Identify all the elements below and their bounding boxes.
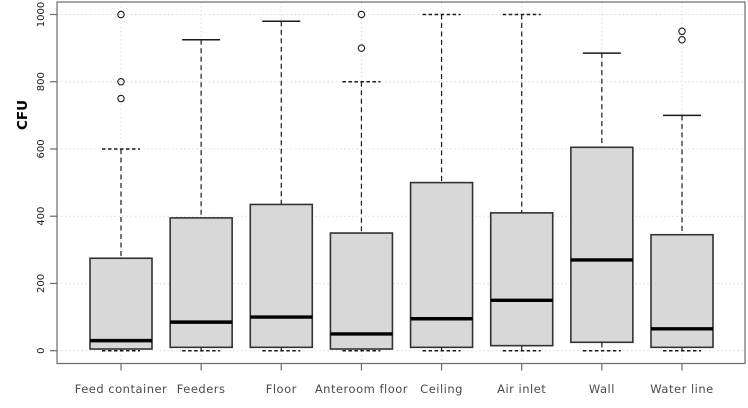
outlier-point (357, 44, 366, 52)
iqr-box (409, 181, 474, 349)
iqr-box (570, 146, 634, 344)
y-tick-label: 600 (36, 139, 47, 158)
y-tick-label: 0 (36, 348, 47, 354)
x-tick-label: Wall (589, 382, 615, 396)
outlier-point (117, 77, 125, 86)
plot-frame (56, 1, 746, 365)
plot-render-layer: 0 200 400 600 800 1000 Feed container Feeders Fl… (36, 1, 746, 396)
iqr-box (249, 203, 314, 349)
x-tick-label: Anteroom floor (315, 382, 408, 396)
outlier-point (357, 10, 366, 19)
iqr-box (489, 212, 554, 347)
iqr-box (169, 217, 233, 349)
y-tick-label: 400 (36, 207, 47, 226)
outlier-point (678, 27, 686, 36)
outlier-point (117, 94, 125, 103)
x-tick-label: Ceiling (420, 382, 463, 396)
y-axis-title: CFU (15, 100, 31, 130)
x-tick-label: Air inlet (497, 382, 546, 396)
x-tick-label: Feed container (75, 382, 168, 396)
outlier-point (678, 35, 686, 44)
y-tick-label: 200 (36, 274, 47, 293)
x-tick-label: Water line (650, 382, 713, 396)
iqr-box (89, 257, 153, 350)
iqr-box (329, 232, 394, 350)
x-tick-label: Feeders (177, 382, 226, 396)
y-tick-label: 800 (36, 72, 47, 91)
outlier-point (117, 10, 125, 19)
x-tick-label: Floor (266, 382, 297, 396)
y-tick-label: 1000 (36, 2, 47, 27)
